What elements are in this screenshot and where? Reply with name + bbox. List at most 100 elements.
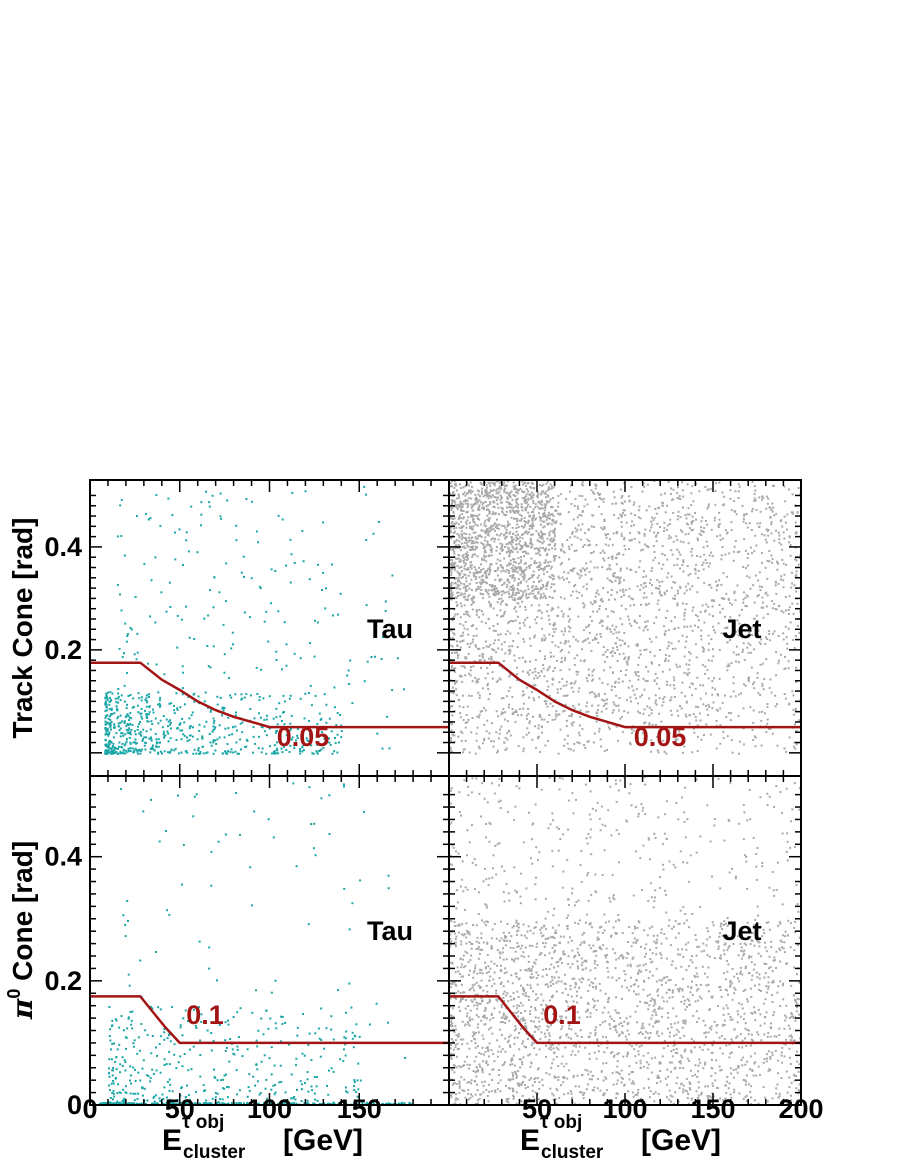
data-point: [622, 591, 625, 593]
data-point: [680, 529, 682, 532]
data-point: [234, 725, 237, 728]
data-point: [451, 619, 454, 622]
data-point: [509, 632, 512, 635]
data-point: [289, 729, 292, 732]
data-point: [142, 728, 145, 731]
data-point: [500, 506, 503, 509]
data-point: [567, 620, 570, 623]
data-point: [742, 743, 745, 746]
data-point: [769, 515, 772, 518]
data-point: [475, 587, 478, 590]
data-point: [333, 686, 336, 689]
data-point: [160, 591, 163, 594]
data-point: [623, 643, 626, 645]
data-point: [477, 745, 480, 748]
data-point: [694, 643, 697, 646]
data-point: [530, 690, 533, 693]
data-point: [117, 748, 119, 750]
data-point: [603, 520, 606, 522]
data-point: [279, 715, 282, 718]
data-point: [553, 539, 556, 542]
data-point: [460, 542, 463, 545]
data-point: [568, 607, 571, 610]
data-point: [283, 700, 286, 703]
data-point: [656, 522, 659, 525]
data-point: [524, 608, 527, 611]
data-point: [509, 585, 512, 588]
data-point: [718, 649, 721, 651]
panel-label: Jet: [722, 614, 761, 644]
data-point: [549, 560, 552, 563]
data-point: [505, 500, 508, 503]
data-point: [593, 492, 596, 495]
data-point: [456, 564, 459, 567]
data-point: [511, 545, 514, 548]
data-point: [106, 1102, 108, 1105]
data-point: [538, 500, 541, 503]
data-point: [258, 735, 260, 738]
data-point: [124, 716, 127, 719]
data-point: [712, 599, 715, 602]
data-point: [638, 532, 641, 535]
data-point: [535, 597, 538, 600]
data-point: [683, 655, 686, 658]
data-point: [169, 721, 172, 724]
data-point: [110, 721, 113, 724]
data-point: [109, 724, 112, 727]
data-point: [263, 620, 266, 623]
data-point: [454, 501, 457, 504]
data-point: [601, 566, 604, 569]
data-point: [452, 500, 454, 503]
data-point: [638, 626, 641, 629]
data-point: [112, 742, 115, 745]
data-point: [190, 714, 193, 717]
data-point: [680, 707, 683, 710]
data-point: [110, 698, 113, 701]
data-point: [202, 752, 205, 755]
data-point: [528, 626, 531, 629]
data-point: [245, 693, 248, 696]
data-point: [754, 736, 757, 739]
data-point: [707, 505, 710, 508]
data-point: [581, 594, 583, 597]
data-point: [366, 1102, 369, 1105]
data-point: [634, 620, 636, 623]
data-point: [780, 578, 782, 581]
data-point: [142, 738, 144, 741]
data-point: [499, 487, 501, 490]
data-point: [450, 574, 453, 576]
data-point: [547, 480, 550, 483]
data-point: [696, 750, 699, 752]
data-point: [623, 658, 626, 660]
data-point: [253, 717, 256, 720]
data-point: [706, 545, 709, 548]
data-point: [667, 572, 670, 575]
data-point: [766, 703, 769, 705]
data-point: [285, 734, 288, 737]
data-point: [471, 680, 474, 683]
data-point: [601, 624, 604, 627]
data-point: [482, 544, 485, 547]
data-point: [732, 682, 735, 685]
data-point: [564, 630, 567, 633]
data-point: [505, 543, 508, 546]
data-point: [562, 613, 565, 616]
data-point: [469, 566, 472, 568]
data-point: [126, 671, 128, 674]
data-point: [619, 488, 622, 491]
data-point: [655, 682, 658, 685]
data-point: [684, 713, 687, 716]
data-point: [563, 709, 566, 712]
data-point: [588, 674, 591, 677]
data-point: [231, 631, 234, 634]
data-point: [476, 537, 479, 540]
data-point: [518, 542, 520, 545]
data-point: [623, 710, 626, 713]
data-point: [451, 645, 454, 648]
data-point: [559, 512, 562, 515]
data-point: [766, 722, 769, 725]
data-point: [452, 510, 455, 513]
data-point: [501, 593, 503, 596]
data-point: [522, 670, 524, 673]
data-point: [566, 539, 569, 541]
